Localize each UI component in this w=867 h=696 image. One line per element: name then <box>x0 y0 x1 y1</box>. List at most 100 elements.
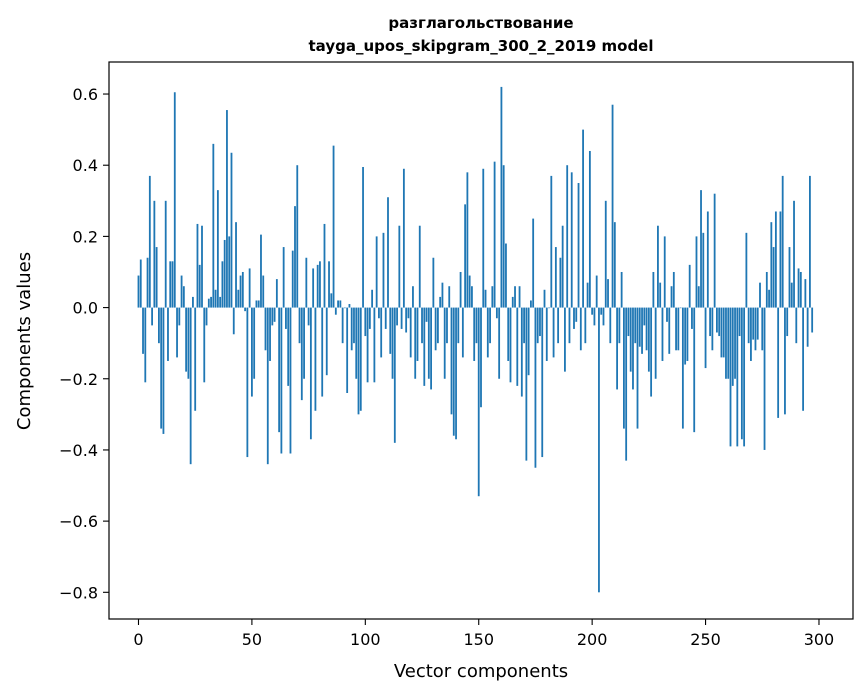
y-tick-label: 0.6 <box>73 85 98 104</box>
bar <box>441 282 444 308</box>
bar <box>557 307 560 344</box>
bar <box>484 289 487 308</box>
bar <box>239 275 242 308</box>
bar <box>205 307 208 326</box>
bar <box>466 172 469 308</box>
bar <box>632 307 634 390</box>
plot-area-frame <box>108 61 854 620</box>
bar <box>314 307 317 411</box>
bar <box>550 175 553 308</box>
bar <box>489 307 491 344</box>
bar <box>464 204 467 308</box>
bar <box>187 307 190 379</box>
bar <box>155 247 158 308</box>
bar <box>720 307 723 358</box>
bar <box>409 307 412 358</box>
bar <box>661 307 664 361</box>
bar <box>153 200 156 308</box>
bar <box>414 307 417 379</box>
chart-title-line1: разглагольствование <box>388 14 573 32</box>
bar <box>711 307 714 351</box>
bar <box>158 307 160 344</box>
bar <box>582 129 584 308</box>
bar <box>634 307 637 344</box>
bar <box>790 282 793 308</box>
bar <box>203 307 206 383</box>
bar <box>493 161 496 308</box>
y-tick-label: 0.4 <box>73 156 98 175</box>
bar <box>160 307 163 429</box>
bar <box>148 175 151 308</box>
bar <box>142 307 144 354</box>
x-tick-label: 0 <box>133 630 143 649</box>
bar <box>212 143 215 308</box>
bar <box>427 307 430 379</box>
bar <box>704 307 707 369</box>
bar <box>461 307 464 358</box>
bar <box>251 307 253 397</box>
bar <box>398 225 401 308</box>
bar <box>382 232 385 308</box>
bar <box>232 307 235 335</box>
bar <box>312 268 315 308</box>
bar <box>151 307 153 326</box>
bar <box>339 300 342 308</box>
bar <box>230 152 233 308</box>
bar <box>443 307 446 379</box>
y-tick-label: 0.2 <box>73 227 98 246</box>
bar <box>144 307 147 383</box>
bar <box>727 307 730 379</box>
bar <box>611 104 614 308</box>
bar <box>779 211 782 308</box>
bar <box>600 307 603 315</box>
x-tick-label: 200 <box>577 630 608 649</box>
bar <box>321 307 324 397</box>
bar <box>169 261 172 308</box>
bar <box>495 307 498 319</box>
bar <box>210 296 212 308</box>
bar <box>636 307 639 429</box>
bar <box>756 307 759 340</box>
bar <box>446 307 448 344</box>
bar <box>473 307 476 361</box>
bar <box>509 307 512 383</box>
bar <box>164 200 167 308</box>
bar <box>532 218 535 308</box>
bar <box>709 307 711 337</box>
y-tick-label: 0.0 <box>73 299 98 318</box>
bar <box>248 268 251 308</box>
bar <box>139 259 142 308</box>
bar <box>638 307 641 347</box>
bar <box>391 307 394 379</box>
bar <box>207 298 210 308</box>
bar <box>384 307 387 329</box>
bar <box>613 222 616 308</box>
bar <box>162 307 165 434</box>
bar <box>777 307 780 418</box>
bar <box>802 307 804 411</box>
bar <box>380 307 383 358</box>
bar <box>405 307 408 333</box>
bar <box>759 282 761 308</box>
bar <box>264 307 267 351</box>
bar <box>702 232 705 308</box>
bar <box>604 200 607 308</box>
bar <box>452 307 455 436</box>
bar <box>598 307 600 593</box>
x-tick-label: 50 <box>242 630 262 649</box>
bar <box>736 307 739 447</box>
bar <box>706 211 709 308</box>
x-axis: 0 50 100 150 200 250 300 <box>133 619 834 649</box>
bar <box>566 165 569 308</box>
bar <box>182 286 185 308</box>
bar <box>754 307 757 351</box>
bar <box>178 307 181 326</box>
bar <box>761 307 764 351</box>
bar <box>364 307 367 337</box>
bar <box>425 307 428 322</box>
bar <box>459 271 462 308</box>
bar <box>223 239 226 308</box>
bar <box>387 197 389 308</box>
bar <box>475 307 478 344</box>
